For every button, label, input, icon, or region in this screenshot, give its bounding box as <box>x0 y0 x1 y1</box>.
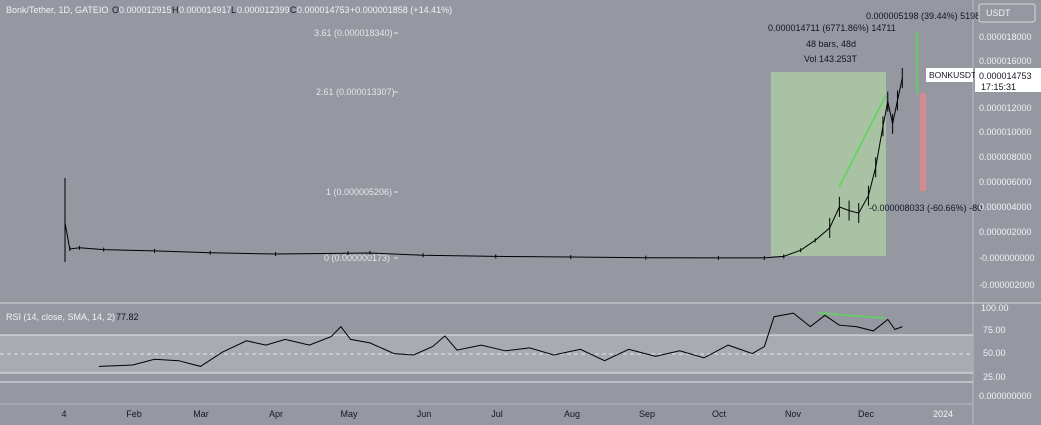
fib-level-2-61: 2.61 (0.000013307) <box>316 87 395 97</box>
price-axis-tick: 0.000004000 <box>979 202 1032 212</box>
high-label: H <box>172 5 179 15</box>
rsi-axis-100: 100.00 <box>981 303 1009 313</box>
time-axis-tick: May <box>340 409 358 419</box>
stop-zone <box>920 93 926 191</box>
price-tag <box>975 68 1041 92</box>
symbol-legend: Bonk/Tether, 1D, GATEIO O 0.000012915 H … <box>6 5 452 15</box>
currency-badge-label: USDT <box>986 8 1011 18</box>
price-tag-symbol-bg <box>926 68 973 82</box>
price-axis-tick: 0.000000000 <box>979 391 1032 401</box>
target-label: 0.000005198 (39.44%) 5198 <box>866 11 980 21</box>
price-axis-tick: 0.000010000 <box>979 127 1032 137</box>
rsi-axis-75: 75.00 <box>983 325 1006 335</box>
price-tag-countdown: 17:15:31 <box>981 82 1016 92</box>
rsi-divergence-line <box>817 312 886 319</box>
time-axis-tick: Sep <box>639 409 655 419</box>
low-value: 0.000012399 <box>237 5 290 15</box>
stop-label: -0.000008033 (-60.66%) -80 <box>869 203 982 213</box>
close-value: 0.000014753 <box>297 5 350 15</box>
rsi-line <box>98 312 903 367</box>
price-tag-value: 0.000014753 <box>979 71 1032 81</box>
time-axis-tick: Mar <box>193 409 209 419</box>
measure-bars-label: 48 bars, 48d <box>806 39 856 49</box>
price-axis-tick: -0.000002000 <box>979 280 1035 290</box>
price-axis-tick: 0.000012000 <box>979 103 1032 113</box>
time-axis-tick: Oct <box>712 409 727 419</box>
price-axis-tick: 0.000016000 <box>979 56 1032 66</box>
time-axis[interactable]: 4 Feb Mar Apr May Jun Jul Aug Sep Oct Nov Dec 2024 <box>61 409 953 419</box>
fib-level-1: 1 (0.000005206) <box>326 187 392 197</box>
price-tag-symbol: BONKUSDT <box>929 70 976 80</box>
currency-badge[interactable] <box>978 3 1036 23</box>
fib-level-0: 0 (0.000000173) <box>324 253 390 263</box>
measure-change-label: 0.000014711 (6771.86%) 14711 <box>768 23 896 33</box>
rsi-title: RSI (14, close, SMA, 14, 2) <box>6 312 115 322</box>
price-axis-tick: 0.000006000 <box>979 177 1032 187</box>
symbol-title: Bonk/Tether, 1D, GATEIO <box>6 5 108 15</box>
price-axis-tick: 0.000008000 <box>979 152 1032 162</box>
fib-level-3-61: 3.61 (0.000018340) <box>314 28 393 38</box>
open-label: O <box>112 5 119 15</box>
measure-volume-label: Vol 143.253T <box>804 54 858 64</box>
trend-line <box>838 94 887 188</box>
time-axis-tick: Apr <box>269 409 283 419</box>
high-value: 0.000014917 <box>179 5 232 15</box>
price-series <box>64 68 903 262</box>
close-label: C <box>290 5 297 15</box>
time-axis-tick: Nov <box>785 409 802 419</box>
rsi-value: 77.82 <box>116 312 139 322</box>
rsi-series <box>98 312 903 367</box>
price-axis-tick: -0.000000000 <box>979 253 1035 263</box>
low-label: L <box>231 5 236 15</box>
time-axis-tick: Jul <box>491 409 503 419</box>
rsi-axis-50: 50.00 <box>983 348 1006 358</box>
price-axis-tick: 0.000018000 <box>979 32 1032 42</box>
price-axis-tick: 0.000002000 <box>979 227 1032 237</box>
rsi-axis-25: 25.00 <box>983 372 1006 382</box>
open-value: 0.000012915 <box>119 5 172 15</box>
time-axis-tick: Dec <box>858 409 875 419</box>
time-axis-tick: 2024 <box>933 409 953 419</box>
time-axis-tick: Jun <box>417 409 432 419</box>
time-axis-tick: Aug <box>564 409 580 419</box>
change-value: +0.000001858 (+14.41%) <box>350 5 452 15</box>
time-axis-tick: 4 <box>61 409 66 419</box>
measure-box <box>771 72 886 256</box>
time-axis-tick: Feb <box>126 409 142 419</box>
